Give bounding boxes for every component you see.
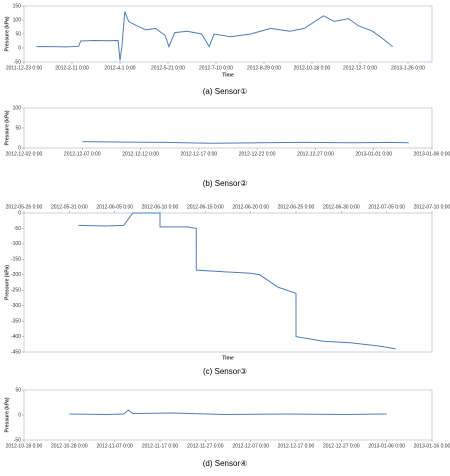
x-tick-label: 2012-06-20 0:00 [232, 204, 269, 210]
x-tick-label: 2013-01-06 0:00 [414, 151, 450, 157]
y-tick-label: -50 [14, 59, 21, 65]
x-tick-label: 2012-12-07 0:00 [232, 443, 269, 449]
y-tick-label: -400 [11, 334, 21, 340]
x-tick-label: 2012-07-05 0:00 [368, 204, 405, 210]
data-line [82, 141, 409, 144]
y-tick-label: 0 [18, 45, 21, 51]
y-axis-label: Pressure (kPa) [4, 397, 10, 432]
x-tick-label: 2012-12-17 0:00 [278, 443, 315, 449]
y-tick-label: -100 [11, 241, 21, 247]
x-tick-label: 2012-05-26 0:00 [6, 204, 43, 210]
y-tick-label: 150 [13, 3, 22, 9]
x-tick-label: 2012-8-29 0:00 [247, 65, 281, 71]
x-tick-label: 2013-1-26 0:00 [391, 65, 425, 71]
x-tick-label: 2013-01-16 0:00 [414, 443, 450, 449]
x-tick-label: 2012-12-27 0:00 [297, 151, 334, 157]
x-tick-label: 2012-12-22 0:00 [239, 151, 276, 157]
data-line [78, 212, 396, 350]
y-axis-label: Pressure (kPa) [4, 16, 10, 51]
y-tick-label: 100 [13, 17, 22, 23]
x-tick-label: 2012-12-07 0:00 [64, 151, 101, 157]
y-tick-label: -150 [11, 257, 21, 263]
x-tick-label: 2012-11-17 0:00 [142, 443, 179, 449]
y-tick-label: -200 [11, 272, 21, 278]
caption: (a) Sensor① [203, 87, 248, 96]
y-tick-label: 0 [18, 412, 21, 418]
x-tick-label: 2012-4-1 0:00 [104, 65, 135, 71]
x-tick-label: 2012-06-10 0:00 [142, 204, 179, 210]
x-tick-label: 2012-12-02 0:00 [6, 151, 43, 157]
caption: (b) Sensor② [203, 179, 248, 188]
y-tick-label: -300 [11, 303, 21, 309]
y-tick-label: -50 [14, 226, 21, 232]
plot-frame [23, 389, 433, 441]
plot-frame [23, 5, 433, 63]
x-tick-label: 2012-7-10 0:00 [199, 65, 233, 71]
x-tick-label: 2013-01-01 0:00 [355, 151, 392, 157]
x-tick-label: 2012-11-07 0:00 [97, 443, 134, 449]
x-tick-label: 2012-10-18 0:00 [294, 65, 331, 71]
x-tick-label: 2012-12-27 0:00 [323, 443, 360, 449]
x-tick-label: 2012-06-30 0:00 [323, 204, 360, 210]
x-tick-label: 2012-10-18 0:00 [6, 443, 43, 449]
data-line [36, 11, 393, 61]
x-tick-label: 2012-12-12 0:00 [122, 151, 159, 157]
x-tick-label: 2012-12-17 0:00 [181, 151, 218, 157]
y-tick-label: 50 [15, 31, 21, 37]
y-axis-label: Pressure (kPa) [4, 110, 10, 145]
y-tick-label: 0 [18, 210, 21, 216]
x-tick-label: 2012-10-28 0:00 [51, 443, 88, 449]
y-tick-label: -250 [11, 288, 21, 294]
x-axis-label: Time [222, 355, 234, 361]
x-tick-label: 2013-01-06 0:00 [368, 443, 405, 449]
y-tick-label: -450 [11, 349, 21, 355]
y-tick-label: 50 [15, 387, 21, 393]
y-tick-label: 100 [13, 105, 22, 111]
plot-frame [23, 212, 433, 353]
x-tick-label: 2012-06-25 0:00 [278, 204, 315, 210]
x-tick-label: 2012-06-15 0:00 [187, 204, 224, 210]
x-tick-label: 2012-2-11 0:00 [55, 65, 89, 71]
caption: (c) Sensor③ [203, 367, 247, 376]
x-tick-label: 2012-05-31 0:00 [51, 204, 88, 210]
x-tick-label: 2012-06-05 0:00 [96, 204, 133, 210]
x-tick-label: 2012-07-10 0:00 [414, 204, 450, 210]
x-tick-label: 2012-5-21 0:00 [151, 65, 185, 71]
caption: (d) Sensor④ [203, 459, 248, 468]
x-tick-label: 2011-12-23 0:00 [6, 65, 43, 71]
x-axis-label: Time [222, 72, 234, 78]
x-tick-label: 2012-11-27 0:00 [187, 443, 224, 449]
y-tick-label: 50 [15, 125, 21, 131]
y-axis-label: Pressure (kPa) [4, 265, 10, 300]
y-tick-label: -350 [11, 318, 21, 324]
y-tick-label: 0 [18, 145, 21, 151]
data-line [69, 409, 387, 416]
x-tick-label: 2012-12-7 0:00 [343, 65, 377, 71]
y-tick-label: -50 [14, 437, 21, 443]
